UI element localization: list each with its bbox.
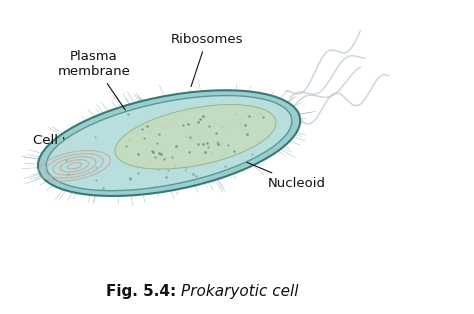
Text: Cell wall: Cell wall: [33, 133, 89, 147]
Text: Fig. 5.4:: Fig. 5.4:: [106, 284, 176, 299]
Text: Prokaryotic cell: Prokaryotic cell: [181, 284, 298, 299]
Text: Ribosomes: Ribosomes: [170, 33, 243, 86]
Ellipse shape: [38, 90, 300, 196]
Text: Nucleoid: Nucleoid: [219, 150, 326, 190]
Ellipse shape: [115, 105, 276, 169]
Ellipse shape: [46, 95, 292, 191]
Text: Plasma
membrane: Plasma membrane: [58, 51, 130, 110]
